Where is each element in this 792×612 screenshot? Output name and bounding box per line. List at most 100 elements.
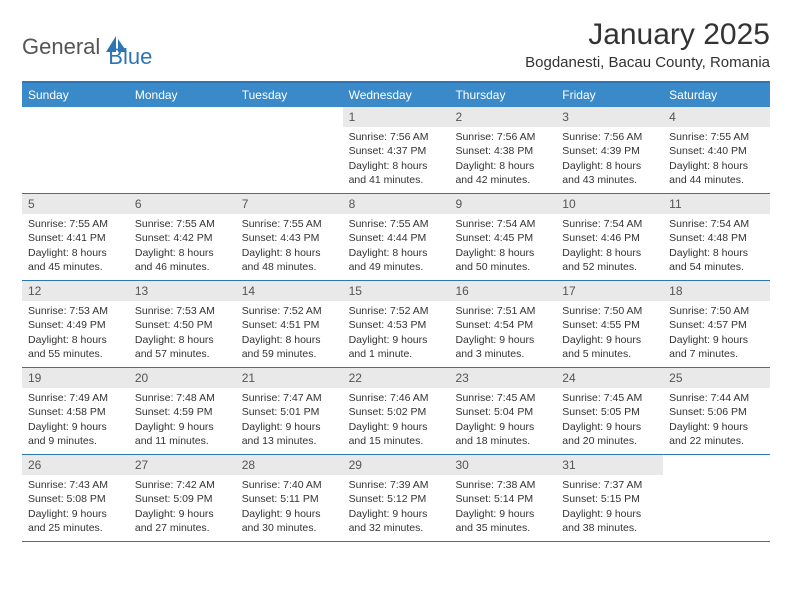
sunset-text: Sunset: 4:37 PM: [349, 144, 444, 158]
day-number: 23: [449, 368, 556, 388]
day-body: Sunrise: 7:48 AMSunset: 4:59 PMDaylight:…: [129, 388, 236, 454]
day-cell: 31Sunrise: 7:37 AMSunset: 5:15 PMDayligh…: [556, 455, 663, 541]
day-cell: 30Sunrise: 7:38 AMSunset: 5:14 PMDayligh…: [449, 455, 556, 541]
sunset-text: Sunset: 4:43 PM: [242, 231, 337, 245]
day-cell: [663, 455, 770, 541]
daylight2-text: and 38 minutes.: [562, 521, 657, 535]
sunset-text: Sunset: 4:39 PM: [562, 144, 657, 158]
daylight2-text: and 25 minutes.: [28, 521, 123, 535]
sunrise-text: Sunrise: 7:38 AM: [455, 478, 550, 492]
daylight1-text: Daylight: 9 hours: [349, 333, 444, 347]
sunset-text: Sunset: 5:01 PM: [242, 405, 337, 419]
sunset-text: Sunset: 4:41 PM: [28, 231, 123, 245]
daylight1-text: Daylight: 9 hours: [28, 420, 123, 434]
daylight1-text: Daylight: 8 hours: [455, 159, 550, 173]
sunrise-text: Sunrise: 7:47 AM: [242, 391, 337, 405]
day-number: 24: [556, 368, 663, 388]
daylight2-text: and 57 minutes.: [135, 347, 230, 361]
daylight2-text: and 27 minutes.: [135, 521, 230, 535]
daylight2-text: and 49 minutes.: [349, 260, 444, 274]
day-number: 12: [22, 281, 129, 301]
header: General Blue January 2025 Bogdanesti, Ba…: [22, 18, 770, 71]
daylight2-text: and 20 minutes.: [562, 434, 657, 448]
week-row: 26Sunrise: 7:43 AMSunset: 5:08 PMDayligh…: [22, 455, 770, 542]
daylight1-text: Daylight: 8 hours: [242, 333, 337, 347]
daylight2-text: and 32 minutes.: [349, 521, 444, 535]
daylight1-text: Daylight: 9 hours: [349, 507, 444, 521]
weekday-tuesday: Tuesday: [236, 83, 343, 107]
day-body: Sunrise: 7:49 AMSunset: 4:58 PMDaylight:…: [22, 388, 129, 454]
day-body: Sunrise: 7:42 AMSunset: 5:09 PMDaylight:…: [129, 475, 236, 541]
daylight1-text: Daylight: 8 hours: [28, 246, 123, 260]
sunset-text: Sunset: 5:15 PM: [562, 492, 657, 506]
sunrise-text: Sunrise: 7:55 AM: [349, 217, 444, 231]
daylight1-text: Daylight: 9 hours: [455, 420, 550, 434]
sunrise-text: Sunrise: 7:45 AM: [455, 391, 550, 405]
daylight2-text: and 43 minutes.: [562, 173, 657, 187]
sunrise-text: Sunrise: 7:50 AM: [562, 304, 657, 318]
day-number: 14: [236, 281, 343, 301]
day-number: 6: [129, 194, 236, 214]
weekday-header-row: Sunday Monday Tuesday Wednesday Thursday…: [22, 83, 770, 107]
daylight2-text: and 42 minutes.: [455, 173, 550, 187]
daylight2-text: and 13 minutes.: [242, 434, 337, 448]
daylight1-text: Daylight: 9 hours: [349, 420, 444, 434]
day-number: 11: [663, 194, 770, 214]
sunrise-text: Sunrise: 7:46 AM: [349, 391, 444, 405]
day-number: 3: [556, 107, 663, 127]
sunset-text: Sunset: 4:51 PM: [242, 318, 337, 332]
sunrise-text: Sunrise: 7:42 AM: [135, 478, 230, 492]
sunset-text: Sunset: 4:55 PM: [562, 318, 657, 332]
daylight2-text: and 35 minutes.: [455, 521, 550, 535]
sunset-text: Sunset: 5:04 PM: [455, 405, 550, 419]
day-number: [22, 107, 129, 127]
day-cell: 29Sunrise: 7:39 AMSunset: 5:12 PMDayligh…: [343, 455, 450, 541]
day-body: Sunrise: 7:40 AMSunset: 5:11 PMDaylight:…: [236, 475, 343, 541]
day-number: 25: [663, 368, 770, 388]
daylight1-text: Daylight: 9 hours: [135, 420, 230, 434]
sunrise-text: Sunrise: 7:56 AM: [562, 130, 657, 144]
sunrise-text: Sunrise: 7:54 AM: [455, 217, 550, 231]
day-number: 17: [556, 281, 663, 301]
day-number: 31: [556, 455, 663, 475]
day-cell: [22, 107, 129, 193]
day-cell: 6Sunrise: 7:55 AMSunset: 4:42 PMDaylight…: [129, 194, 236, 280]
day-cell: 25Sunrise: 7:44 AMSunset: 5:06 PMDayligh…: [663, 368, 770, 454]
sunrise-text: Sunrise: 7:52 AM: [349, 304, 444, 318]
sunset-text: Sunset: 5:14 PM: [455, 492, 550, 506]
day-cell: 22Sunrise: 7:46 AMSunset: 5:02 PMDayligh…: [343, 368, 450, 454]
weekday-saturday: Saturday: [663, 83, 770, 107]
daylight2-text: and 48 minutes.: [242, 260, 337, 274]
week-row: 1Sunrise: 7:56 AMSunset: 4:37 PMDaylight…: [22, 107, 770, 194]
day-body: Sunrise: 7:54 AMSunset: 4:48 PMDaylight:…: [663, 214, 770, 280]
daylight1-text: Daylight: 9 hours: [455, 507, 550, 521]
day-number: 19: [22, 368, 129, 388]
day-body: Sunrise: 7:46 AMSunset: 5:02 PMDaylight:…: [343, 388, 450, 454]
daylight1-text: Daylight: 9 hours: [242, 507, 337, 521]
day-cell: 16Sunrise: 7:51 AMSunset: 4:54 PMDayligh…: [449, 281, 556, 367]
sunset-text: Sunset: 5:12 PM: [349, 492, 444, 506]
day-body: Sunrise: 7:54 AMSunset: 4:45 PMDaylight:…: [449, 214, 556, 280]
day-cell: 24Sunrise: 7:45 AMSunset: 5:05 PMDayligh…: [556, 368, 663, 454]
day-body: Sunrise: 7:53 AMSunset: 4:50 PMDaylight:…: [129, 301, 236, 367]
day-cell: 28Sunrise: 7:40 AMSunset: 5:11 PMDayligh…: [236, 455, 343, 541]
day-cell: 3Sunrise: 7:56 AMSunset: 4:39 PMDaylight…: [556, 107, 663, 193]
day-cell: [129, 107, 236, 193]
sunrise-text: Sunrise: 7:55 AM: [669, 130, 764, 144]
day-body: Sunrise: 7:56 AMSunset: 4:39 PMDaylight:…: [556, 127, 663, 193]
day-cell: 21Sunrise: 7:47 AMSunset: 5:01 PMDayligh…: [236, 368, 343, 454]
day-body: Sunrise: 7:44 AMSunset: 5:06 PMDaylight:…: [663, 388, 770, 454]
sunset-text: Sunset: 4:54 PM: [455, 318, 550, 332]
sunrise-text: Sunrise: 7:50 AM: [669, 304, 764, 318]
daylight1-text: Daylight: 9 hours: [455, 333, 550, 347]
day-cell: 8Sunrise: 7:55 AMSunset: 4:44 PMDaylight…: [343, 194, 450, 280]
day-number: 1: [343, 107, 450, 127]
sunset-text: Sunset: 5:05 PM: [562, 405, 657, 419]
day-number: [236, 107, 343, 127]
sunset-text: Sunset: 5:11 PM: [242, 492, 337, 506]
sunrise-text: Sunrise: 7:49 AM: [28, 391, 123, 405]
sunrise-text: Sunrise: 7:48 AM: [135, 391, 230, 405]
daylight1-text: Daylight: 8 hours: [669, 246, 764, 260]
day-body: Sunrise: 7:56 AMSunset: 4:37 PMDaylight:…: [343, 127, 450, 193]
day-cell: 11Sunrise: 7:54 AMSunset: 4:48 PMDayligh…: [663, 194, 770, 280]
